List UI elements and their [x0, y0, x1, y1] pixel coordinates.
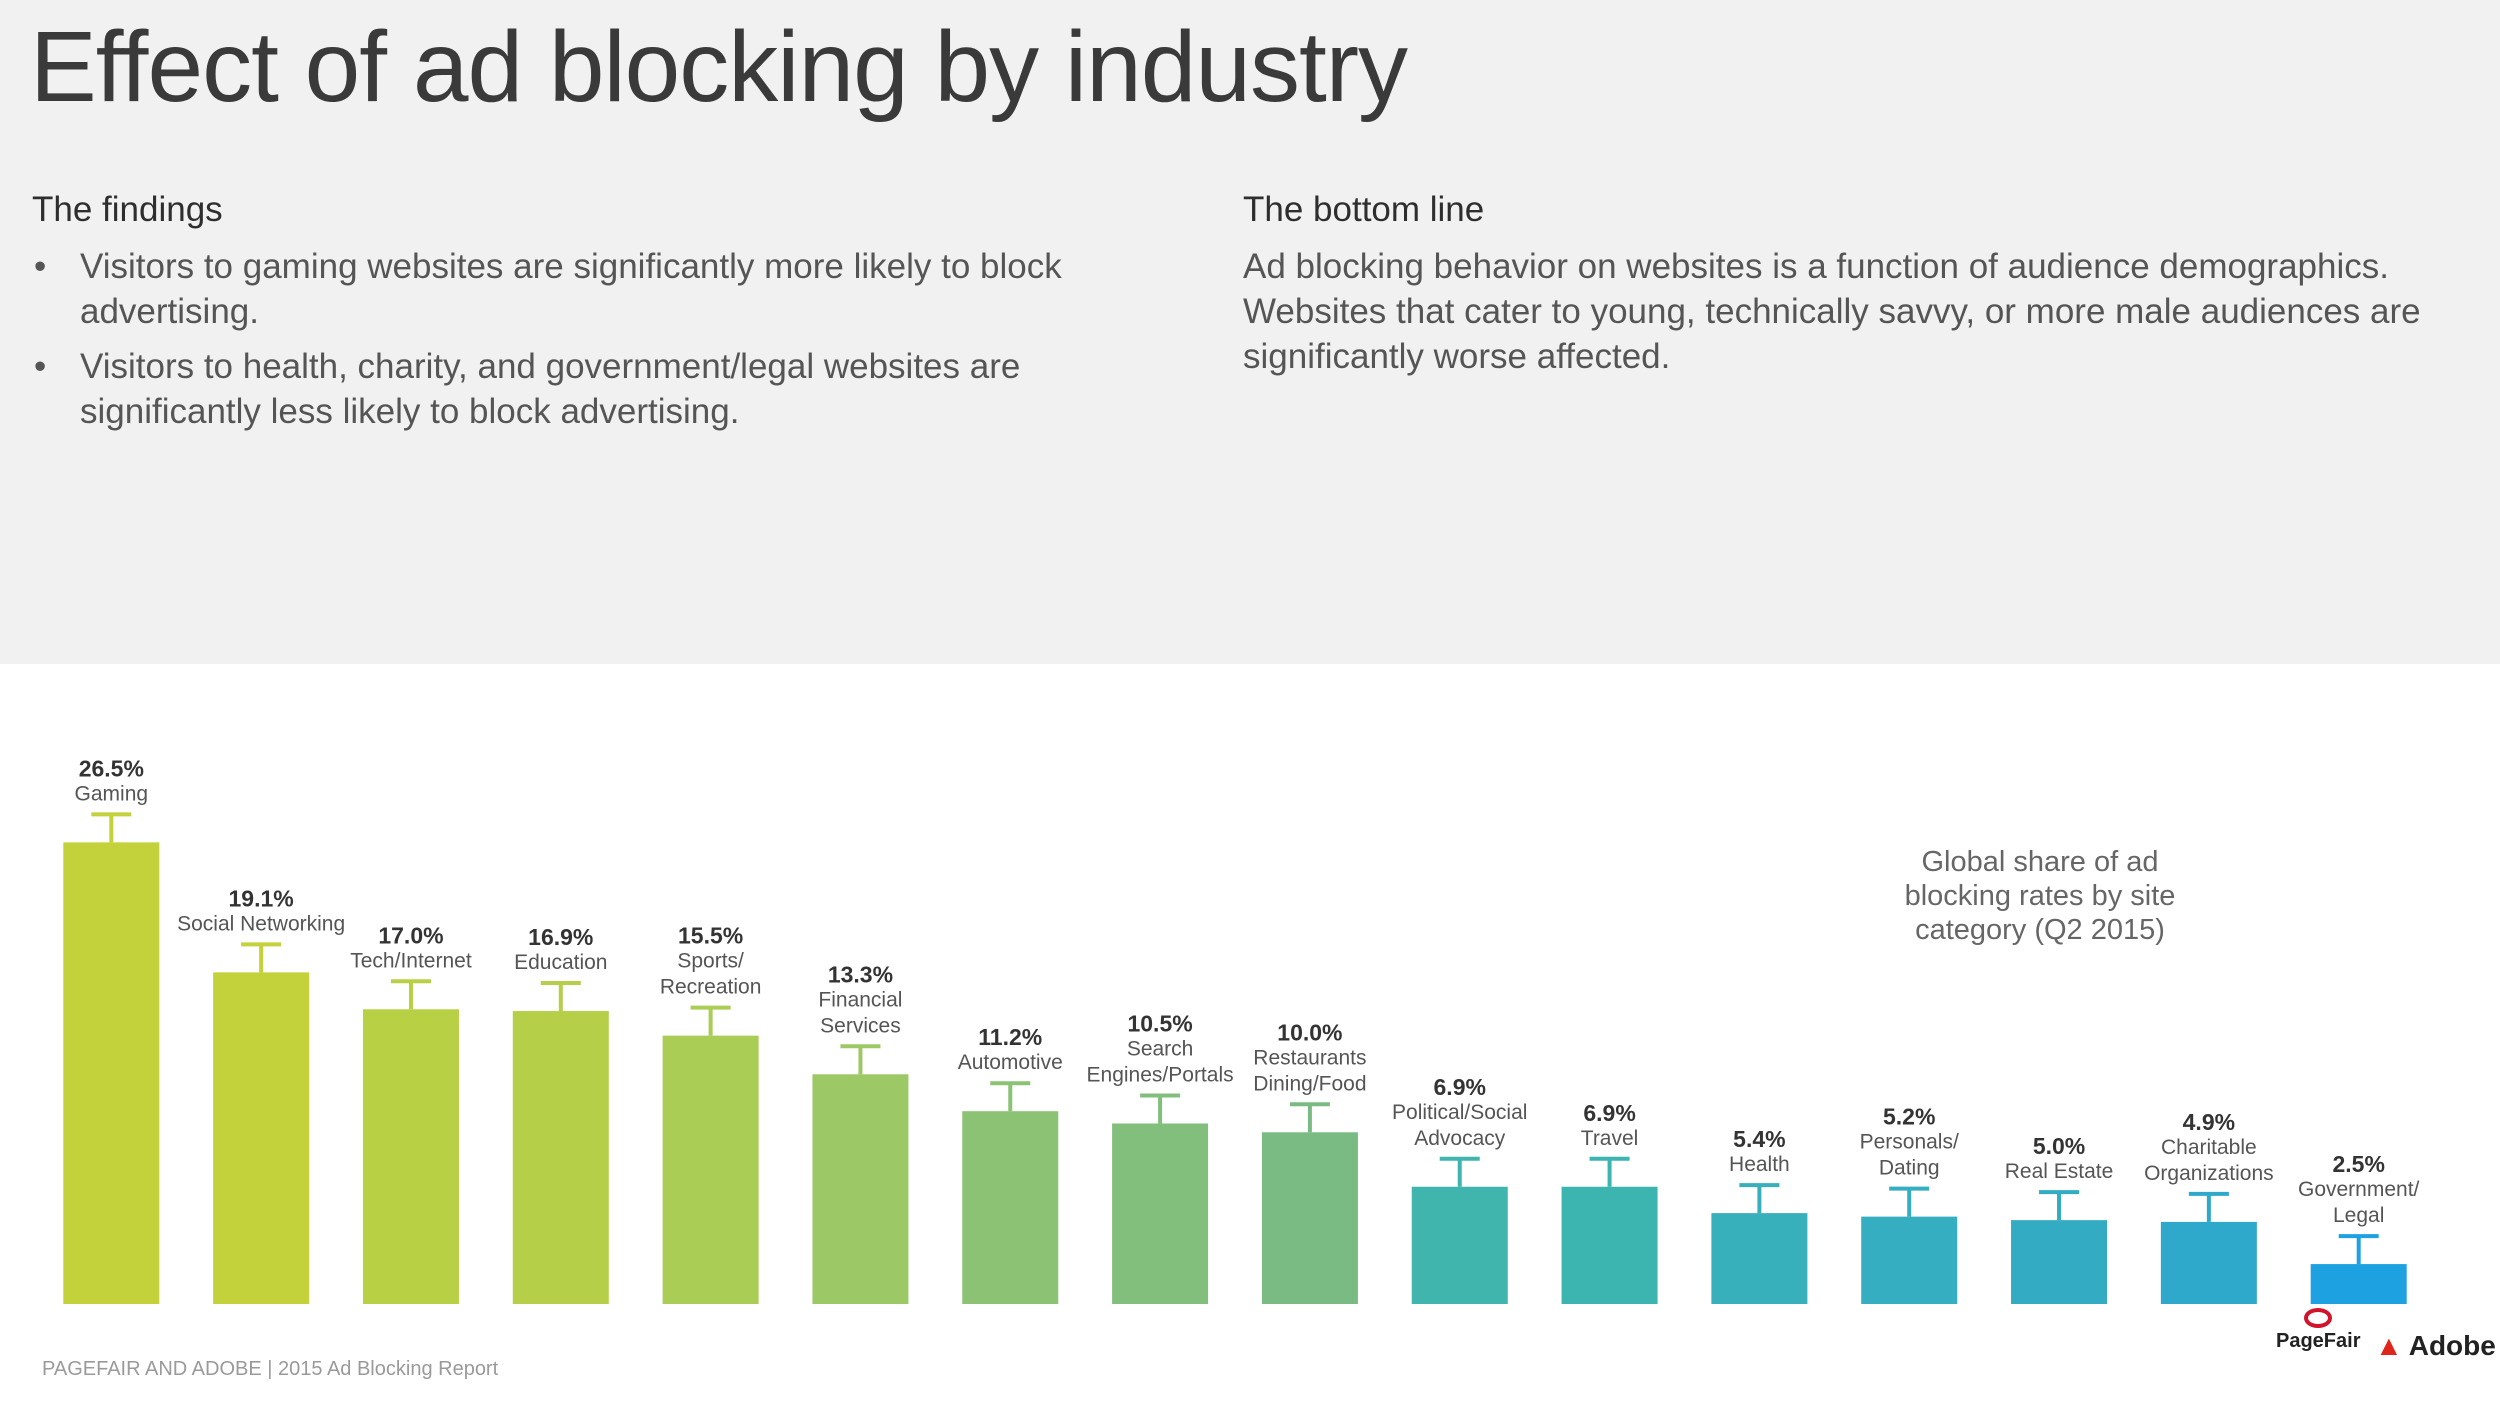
- pagefair-logo: PageFair: [2276, 1308, 2360, 1353]
- category-label: Charitable: [2161, 1136, 2257, 1159]
- pagefair-logo-text: PageFair: [2276, 1330, 2361, 1352]
- value-label: 11.2%: [978, 1024, 1042, 1050]
- footer-text: PAGEFAIR AND ADOBE | 2015 Ad Blocking Re…: [42, 1358, 499, 1380]
- logos: PageFair ▲ Adobe: [2270, 1308, 2496, 1368]
- findings-list: • Visitors to gaming websites are signifi…: [32, 244, 1132, 434]
- page-title: Effect of ad blocking by industry: [30, 11, 1408, 123]
- bullet-icon: •: [34, 347, 47, 386]
- category-label: Gaming: [75, 782, 149, 805]
- bar: [1861, 1216, 1958, 1304]
- category-label: Sports/: [677, 950, 744, 973]
- value-label: 13.3%: [828, 961, 893, 987]
- bar: [362, 1009, 459, 1304]
- value-label: 4.9%: [2183, 1109, 2235, 1135]
- findings-bullet: • Visitors to gaming websites are signifi…: [32, 244, 1132, 334]
- value-label: 6.9%: [1583, 1100, 1635, 1126]
- category-label: Search: [1127, 1038, 1194, 1061]
- value-label: 5.0%: [2033, 1133, 2085, 1159]
- value-label: 2.5%: [2332, 1151, 2384, 1177]
- value-label: 10.5%: [1127, 1011, 1192, 1037]
- findings-bullet: • Visitors to health, charity, and govern…: [32, 344, 1132, 434]
- category-label: Travel: [1581, 1127, 1639, 1150]
- bottom-line-section: The bottom line Ad blocking behavior on …: [1243, 190, 2483, 379]
- bar: [2310, 1264, 2407, 1304]
- findings-heading: The findings: [32, 190, 223, 229]
- category-label: Government/: [2298, 1178, 2420, 1201]
- bar-chart: Gaming 26.5% Social Networking 19.1% Tech/In…: [0, 664, 2500, 1304]
- category-label: Dining/Food: [1253, 1072, 1366, 1095]
- category-label: Legal: [2333, 1204, 2384, 1227]
- chart-note: Global share of ad blocking rates by sit…: [1904, 846, 2176, 946]
- category-label: Recreation: [660, 976, 762, 999]
- category-label: Dating: [1879, 1157, 1940, 1180]
- category-label: Organizations: [2144, 1162, 2274, 1185]
- value-label: 17.0%: [378, 922, 443, 948]
- bar: [962, 1111, 1059, 1304]
- value-label: 15.5%: [678, 923, 743, 949]
- category-label: Financial: [818, 988, 902, 1011]
- bullet-icon: •: [34, 247, 47, 286]
- bar: [662, 1035, 759, 1304]
- bar: [1561, 1186, 1658, 1304]
- summary-panel: [0, 0, 2500, 664]
- category-label: Real Estate: [2005, 1160, 2114, 1183]
- bottom-line-text: Ad blocking behavior on websites is a fu…: [1243, 247, 2421, 376]
- bar: [812, 1074, 909, 1304]
- category-label: Health: [1729, 1153, 1790, 1176]
- value-label: 5.2%: [1883, 1104, 1935, 1130]
- category-label: Restaurants: [1253, 1046, 1366, 1069]
- bar: [1711, 1213, 1808, 1304]
- value-label: 16.9%: [528, 924, 593, 950]
- bar: [1411, 1186, 1508, 1304]
- bar: [63, 842, 160, 1304]
- value-label: 19.1%: [229, 885, 294, 911]
- category-label: Services: [820, 1014, 901, 1037]
- value-label: 5.4%: [1733, 1126, 1785, 1152]
- bar: [512, 1011, 609, 1304]
- findings-bullet-text: Visitors to gaming websites are signific…: [80, 247, 1062, 331]
- category-label: Political/Social: [1392, 1101, 1527, 1124]
- value-label: 26.5%: [79, 755, 144, 781]
- adobe-logo-text: Adobe: [2408, 1330, 2496, 1361]
- value-label: 10.0%: [1277, 1019, 1342, 1045]
- category-label: Engines/Portals: [1087, 1064, 1234, 1087]
- category-label: Tech/Internet: [350, 949, 472, 972]
- category-label: Social Networking: [177, 912, 345, 935]
- adobe-logo: ▲ Adobe: [2375, 1330, 2496, 1362]
- category-label: Automotive: [958, 1051, 1063, 1074]
- bar: [1261, 1132, 1358, 1304]
- findings-section: The findings • Visitors to gaming website…: [32, 190, 1132, 444]
- bar: [2011, 1220, 2108, 1304]
- category-label: Education: [514, 951, 607, 974]
- category-label: Personals/: [1860, 1131, 1959, 1154]
- bar: [213, 972, 310, 1304]
- value-label: 6.9%: [1434, 1074, 1486, 1100]
- bottom-line-heading: The bottom line: [1243, 190, 1485, 229]
- pagefair-logo-icon: [2304, 1308, 2332, 1328]
- findings-bullet-text: Visitors to health, charity, and governm…: [80, 347, 1021, 431]
- adobe-logo-icon: ▲: [2375, 1330, 2403, 1361]
- category-label: Advocacy: [1414, 1127, 1506, 1150]
- bar: [1112, 1123, 1209, 1304]
- bar: [2160, 1221, 2257, 1304]
